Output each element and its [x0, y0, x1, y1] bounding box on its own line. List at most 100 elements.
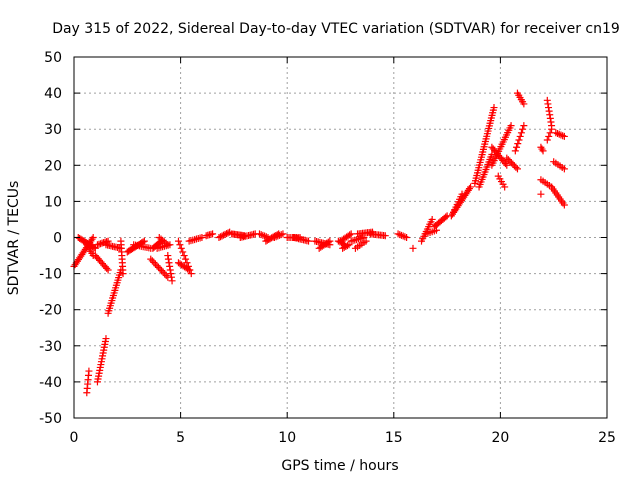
- data-point: [277, 231, 285, 239]
- data-point: [509, 160, 517, 168]
- data-point: [346, 231, 354, 239]
- data-point: [276, 231, 284, 239]
- data-point: [513, 165, 521, 173]
- data-point: [428, 215, 436, 223]
- y-axis-title: SDTVAR / TECUs: [6, 181, 22, 296]
- data-point: [166, 266, 174, 274]
- data-point: [513, 143, 521, 151]
- data-point: [159, 268, 167, 276]
- data-point: [102, 335, 110, 343]
- data-point: [184, 265, 192, 273]
- data-point: [147, 255, 155, 263]
- data-point: [396, 231, 404, 239]
- data-point: [559, 132, 567, 140]
- data-point: [156, 265, 164, 273]
- data-point: [88, 235, 96, 243]
- data-point: [442, 213, 450, 221]
- data-point: [255, 230, 263, 238]
- data-point: [183, 259, 191, 267]
- data-point: [560, 165, 568, 173]
- data-point: [220, 231, 228, 239]
- data-point: [560, 201, 568, 209]
- x-axis-title: GPS time / hours: [281, 458, 398, 474]
- data-point: [401, 233, 409, 241]
- data-point: [507, 159, 515, 167]
- data-point: [467, 183, 475, 191]
- y-tick-label: 20: [44, 158, 62, 174]
- data-point: [537, 190, 545, 198]
- x-tick-label: 10: [278, 430, 296, 446]
- data-point: [165, 259, 173, 267]
- data-points: [70, 89, 568, 397]
- data-point: [305, 237, 313, 245]
- data-point: [221, 230, 229, 238]
- data-point: [158, 267, 166, 275]
- data-point: [216, 233, 224, 241]
- data-point: [520, 100, 528, 108]
- data-point: [164, 252, 172, 260]
- data-point: [182, 255, 190, 263]
- data-point: [347, 230, 355, 238]
- data-point: [167, 273, 175, 281]
- data-point: [185, 266, 193, 274]
- data-point: [547, 118, 555, 126]
- data-point: [517, 129, 525, 137]
- data-point: [504, 156, 512, 164]
- x-tick-label: 25: [598, 430, 616, 446]
- data-point: [89, 234, 97, 241]
- data-point: [103, 264, 111, 272]
- data-point: [162, 239, 170, 247]
- data-point: [180, 252, 188, 260]
- data-point: [503, 161, 511, 169]
- data-point: [512, 163, 520, 171]
- x-tick-labels: 0 5 10 15 20 25: [70, 430, 616, 446]
- data-point: [501, 183, 509, 191]
- data-point: [399, 232, 407, 240]
- data-point: [543, 136, 551, 144]
- chart-title: Day 315 of 2022, Sidereal Day-to-day VTE…: [52, 21, 620, 37]
- data-point: [488, 150, 496, 158]
- data-point: [166, 262, 174, 270]
- y-tick-label: -10: [39, 267, 62, 283]
- data-point: [176, 241, 184, 249]
- data-point: [343, 242, 351, 250]
- data-point: [272, 233, 280, 241]
- y-tick-label: 0: [53, 231, 62, 247]
- x-tick-label: 5: [176, 430, 185, 446]
- data-point: [151, 260, 159, 268]
- y-tick-label: -40: [39, 375, 62, 391]
- data-point: [394, 230, 402, 238]
- data-point: [270, 234, 278, 241]
- data-point: [224, 229, 232, 237]
- data-point: [519, 125, 527, 133]
- data-point: [215, 234, 223, 241]
- y-tick-label: -50: [39, 411, 62, 427]
- x-tick-label: 20: [491, 430, 509, 446]
- data-point: [150, 258, 158, 266]
- data-point: [539, 147, 547, 155]
- x-tick-label: 15: [385, 430, 403, 446]
- data-point: [274, 232, 282, 240]
- data-point: [148, 257, 156, 265]
- data-point: [538, 145, 546, 153]
- data-point: [161, 270, 169, 278]
- y-tick-label: 10: [44, 194, 62, 210]
- data-point: [381, 232, 389, 240]
- data-point: [511, 147, 519, 155]
- data-point: [545, 107, 553, 115]
- data-point: [104, 266, 112, 274]
- data-point: [514, 140, 522, 148]
- y-tick-labels: -50 -40 -30 -20 -10 0 10 20 30 40 50: [39, 50, 62, 427]
- data-point: [503, 154, 511, 162]
- data-point: [458, 190, 466, 198]
- data-point: [544, 100, 552, 108]
- data-point: [501, 160, 509, 168]
- data-point: [554, 130, 562, 138]
- data-point: [174, 237, 182, 245]
- data-point: [155, 263, 163, 271]
- data-point: [545, 132, 553, 140]
- data-point: [209, 230, 217, 238]
- y-tick-label: -30: [39, 339, 62, 355]
- data-point: [548, 125, 556, 133]
- grid-lines: [74, 57, 607, 418]
